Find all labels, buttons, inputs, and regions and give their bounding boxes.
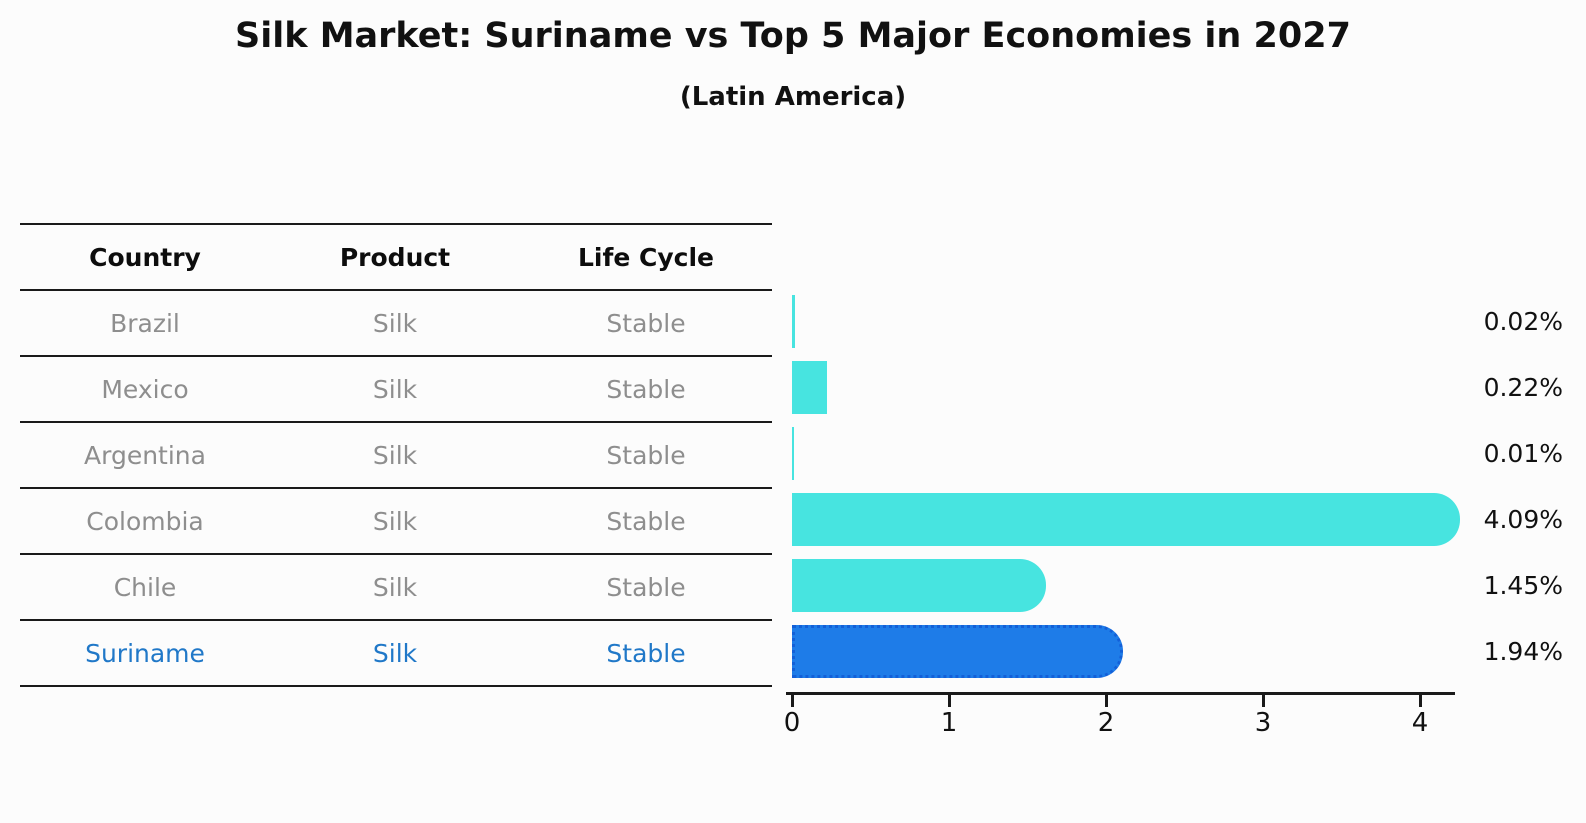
table-row-suriname: Suriname Silk Stable	[20, 621, 772, 687]
cell-country: Suriname	[85, 638, 205, 668]
cell-country: Argentina	[84, 440, 206, 470]
cell-life-cycle: Stable	[606, 440, 686, 470]
x-tick-label: 2	[1097, 708, 1115, 738]
value-label-brazil: 0.02%	[1483, 307, 1563, 336]
cell-product: Silk	[372, 506, 418, 536]
bar-suriname	[792, 625, 1123, 678]
column-header-product: Product	[339, 242, 451, 272]
cell-life-cycle: Stable	[606, 506, 686, 536]
table-row-brazil: Brazil Silk Stable	[20, 291, 772, 357]
bar-brazil	[792, 295, 795, 348]
x-tick-mark	[1105, 695, 1108, 707]
value-label-argentina: 0.01%	[1483, 439, 1563, 468]
bar-argentina	[792, 427, 794, 480]
cell-product: Silk	[372, 440, 418, 470]
cell-product: Silk	[372, 374, 418, 404]
cell-country: Brazil	[110, 308, 180, 338]
table-row-colombia: Colombia Silk Stable	[20, 489, 772, 555]
value-label-suriname: 1.94%	[1483, 637, 1563, 666]
x-axis-line	[786, 692, 1455, 695]
table-header-row: Country Product Life Cycle	[20, 225, 772, 291]
cell-product: Silk	[372, 308, 418, 338]
x-tick-label: 0	[783, 708, 801, 738]
cell-country: Mexico	[101, 374, 189, 404]
x-tick-mark	[1419, 695, 1422, 707]
chart-title: Silk Market: Suriname vs Top 5 Major Eco…	[235, 16, 1351, 56]
cell-life-cycle: Stable	[606, 572, 686, 602]
bar-mexico	[792, 361, 827, 414]
x-tick-mark	[948, 695, 951, 707]
table-body: Brazil Silk Stable Mexico Silk Stable Argentin…	[20, 291, 772, 687]
chart-subtitle: (Latin America)	[679, 82, 907, 112]
table-row-mexico: Mexico Silk Stable	[20, 357, 772, 423]
x-tick-mark	[791, 695, 794, 707]
x-tick-mark	[1262, 695, 1265, 707]
cell-country: Colombia	[86, 506, 204, 536]
cell-country: Chile	[113, 572, 177, 602]
cell-product: Silk	[372, 572, 418, 602]
value-label-mexico: 0.22%	[1483, 373, 1563, 402]
value-label-colombia: 4.09%	[1483, 505, 1563, 534]
x-tick-label: 3	[1254, 708, 1272, 738]
bar-chile	[792, 559, 1046, 612]
cell-life-cycle: Stable	[606, 638, 686, 668]
cell-product: Silk	[372, 638, 418, 668]
column-header-life-cycle: Life Cycle	[577, 242, 715, 272]
cell-life-cycle: Stable	[606, 374, 686, 404]
cell-life-cycle: Stable	[606, 308, 686, 338]
x-tick-label: 1	[940, 708, 958, 738]
table-row-chile: Chile Silk Stable	[20, 555, 772, 621]
column-header-country: Country	[89, 242, 201, 272]
x-tick-label: 4	[1411, 708, 1429, 738]
bar-colombia	[792, 493, 1460, 546]
country-table: Country Product Life Cycle Brazil Silk Sta…	[20, 223, 772, 687]
table-row-argentina: Argentina Silk Stable	[20, 423, 772, 489]
value-label-chile: 1.45%	[1483, 571, 1563, 600]
